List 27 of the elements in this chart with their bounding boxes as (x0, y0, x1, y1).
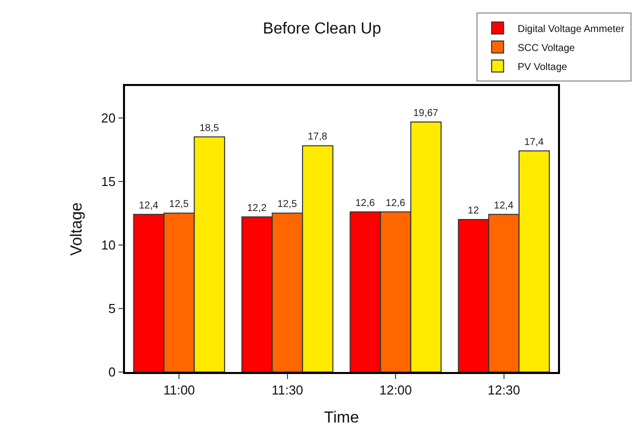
x-tick-label: 11:30 (272, 382, 304, 398)
x-tick-label: 12:30 (488, 382, 520, 398)
data-label: 12,2 (247, 202, 268, 214)
data-label: 17,8 (308, 132, 328, 143)
x-axis-title: Time (324, 410, 360, 427)
y-tick-label: 10 (101, 237, 116, 252)
data-label: 12,6 (355, 198, 376, 209)
x-tick-label: 11:00 (163, 382, 195, 398)
y-axis-title: Voltage (68, 202, 86, 256)
data-label: 18,5 (199, 122, 220, 134)
data-label: 12,4 (494, 200, 514, 212)
data-label: 12,4 (138, 200, 159, 212)
data-label: 17,4 (524, 136, 544, 148)
data-label: 12,5 (169, 199, 190, 210)
data-label: 12,5 (277, 199, 298, 210)
data-label: 12 (468, 205, 480, 216)
legend-label: SCC Voltage (518, 42, 576, 54)
y-tick-label: 20 (101, 110, 116, 126)
x-tick-label: 12:00 (379, 382, 412, 398)
y-tick-label: 5 (108, 300, 116, 316)
legend-label: Digital Voltage Ammeter (518, 24, 625, 35)
data-label: 12,6 (386, 198, 406, 209)
legend-label: PV Voltage (518, 62, 568, 73)
chart-title: Before Clean Up (262, 20, 382, 38)
data-label: 19,67 (413, 108, 439, 119)
y-tick-label: 15 (101, 174, 116, 189)
y-tick-label: 0 (108, 364, 116, 380)
